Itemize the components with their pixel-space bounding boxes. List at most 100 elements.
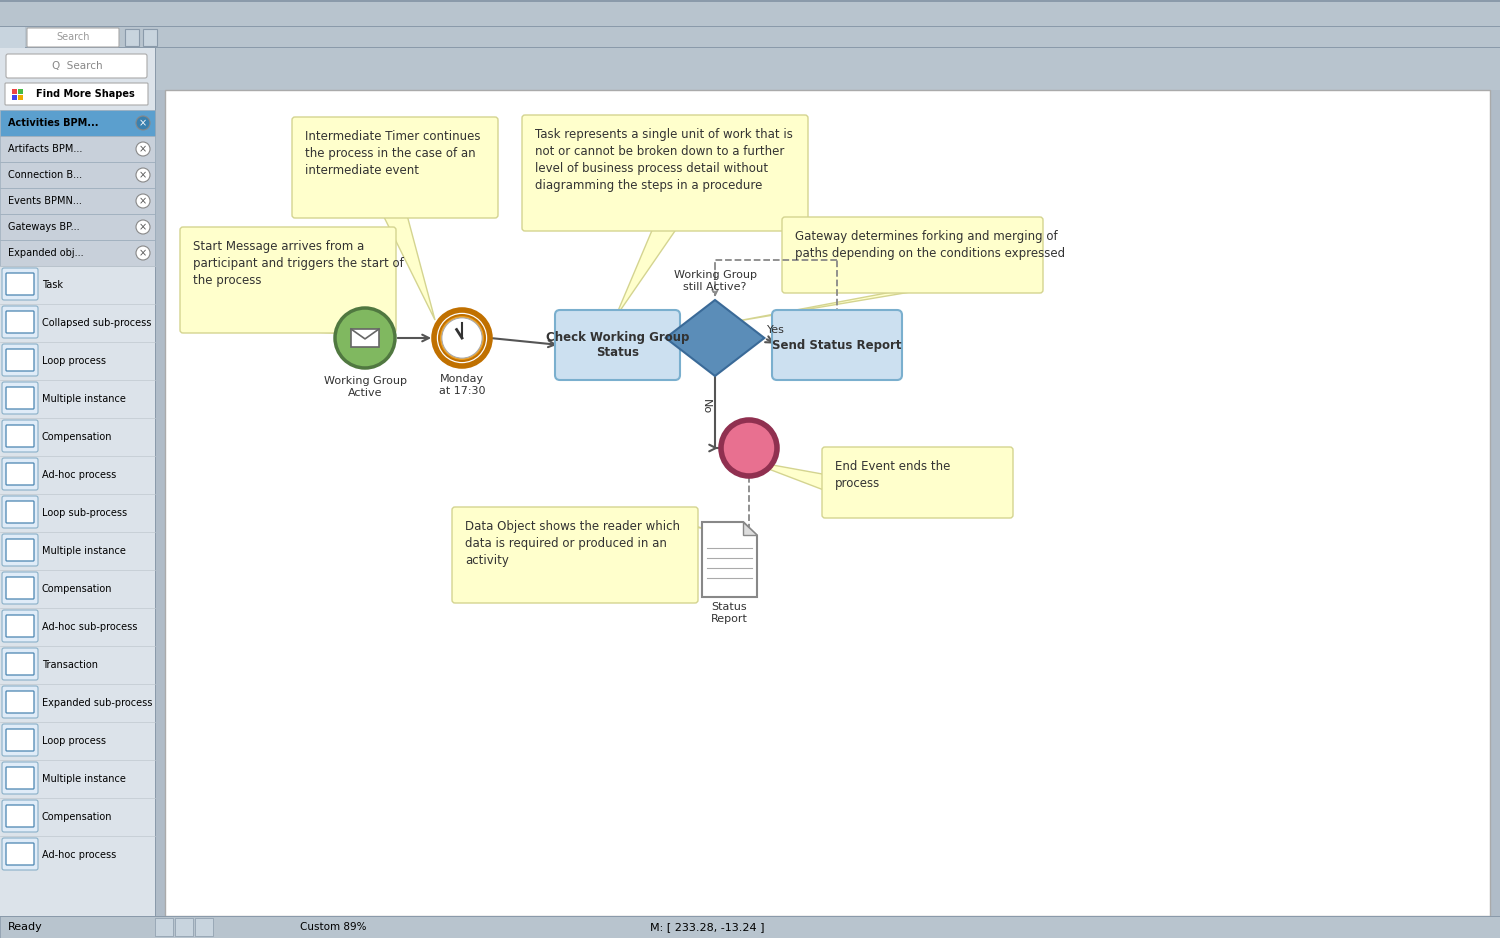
Text: Transaction: Transaction — [42, 660, 98, 670]
Text: M: [ 233.28, -13.24 ]: M: [ 233.28, -13.24 ] — [650, 922, 765, 932]
Bar — [0, 27, 1500, 49]
FancyBboxPatch shape — [6, 539, 34, 561]
Bar — [0, 136, 154, 162]
Text: Monday
at 17:30: Monday at 17:30 — [438, 374, 486, 396]
Bar — [0, 214, 154, 240]
Text: Compensation: Compensation — [42, 432, 112, 442]
Bar — [0, 916, 1500, 938]
Bar — [142, 29, 158, 46]
Text: End Event ends the
process: End Event ends the process — [836, 460, 951, 490]
Text: Task represents a single unit of work that is
not or cannot be broken down to a : Task represents a single unit of work th… — [536, 128, 794, 192]
Text: Loop process: Loop process — [42, 736, 106, 746]
Polygon shape — [746, 460, 825, 491]
Circle shape — [136, 194, 150, 208]
Bar — [12, 95, 16, 100]
Text: Ad-hoc sub-process: Ad-hoc sub-process — [42, 622, 138, 632]
Text: Multiple instance: Multiple instance — [42, 774, 126, 784]
Bar — [154, 918, 172, 936]
Text: Data Object shows the reader which
data is required or produced in an
activity: Data Object shows the reader which data … — [465, 520, 680, 567]
Polygon shape — [666, 300, 765, 376]
Bar — [0, 26, 1500, 27]
FancyBboxPatch shape — [6, 311, 34, 333]
Text: Artifacts BPM...: Artifacts BPM... — [8, 144, 82, 154]
FancyBboxPatch shape — [555, 310, 680, 380]
Polygon shape — [382, 215, 435, 320]
FancyBboxPatch shape — [6, 767, 34, 789]
Text: Search: Search — [57, 33, 90, 42]
FancyBboxPatch shape — [2, 458, 38, 490]
Text: Gateways BP...: Gateways BP... — [8, 222, 80, 232]
Text: No: No — [700, 399, 711, 414]
Text: Status
Report: Status Report — [711, 602, 748, 624]
FancyBboxPatch shape — [6, 843, 34, 865]
Bar — [12, 89, 16, 94]
Text: Activities BPM...: Activities BPM... — [8, 118, 99, 128]
Circle shape — [442, 318, 482, 358]
FancyBboxPatch shape — [6, 501, 34, 523]
FancyBboxPatch shape — [2, 382, 38, 414]
Text: Expanded obj...: Expanded obj... — [8, 248, 84, 258]
FancyBboxPatch shape — [782, 217, 1042, 293]
FancyBboxPatch shape — [2, 420, 38, 452]
Circle shape — [440, 315, 485, 361]
FancyBboxPatch shape — [6, 691, 34, 713]
FancyBboxPatch shape — [6, 805, 34, 827]
Polygon shape — [702, 522, 758, 597]
Bar — [124, 29, 140, 46]
Bar — [165, 90, 1490, 916]
Bar — [18, 89, 22, 94]
Text: Custom 89%: Custom 89% — [300, 922, 366, 932]
FancyBboxPatch shape — [2, 724, 38, 756]
Circle shape — [136, 220, 150, 234]
Circle shape — [136, 168, 150, 182]
FancyBboxPatch shape — [2, 534, 38, 566]
FancyBboxPatch shape — [2, 762, 38, 794]
Circle shape — [334, 308, 394, 368]
FancyBboxPatch shape — [6, 273, 34, 295]
FancyBboxPatch shape — [522, 115, 809, 231]
Text: Multiple instance: Multiple instance — [42, 546, 126, 556]
FancyBboxPatch shape — [2, 572, 38, 604]
Circle shape — [136, 246, 150, 260]
Text: Connection B...: Connection B... — [8, 170, 82, 180]
Bar — [0, 0, 1500, 48]
Text: Ad-hoc process: Ad-hoc process — [42, 850, 117, 860]
FancyBboxPatch shape — [6, 463, 34, 485]
FancyBboxPatch shape — [6, 615, 34, 637]
Text: Intermediate Timer continues
the process in the case of an
intermediate event: Intermediate Timer continues the process… — [304, 130, 480, 177]
Bar — [0, 27, 26, 48]
Bar — [0, 47, 1500, 49]
Text: Ready: Ready — [8, 922, 42, 932]
Text: Expanded sub-process: Expanded sub-process — [42, 698, 153, 708]
Text: ×: × — [140, 170, 147, 180]
FancyBboxPatch shape — [2, 648, 38, 680]
Text: Task: Task — [42, 280, 63, 290]
Text: ×: × — [140, 144, 147, 154]
Text: ×: × — [140, 118, 147, 128]
Polygon shape — [732, 290, 922, 322]
FancyBboxPatch shape — [6, 653, 34, 675]
FancyBboxPatch shape — [6, 425, 34, 447]
Polygon shape — [615, 228, 676, 318]
Text: Working Group
Active: Working Group Active — [324, 376, 406, 398]
Circle shape — [136, 142, 150, 156]
FancyBboxPatch shape — [2, 496, 38, 528]
Polygon shape — [614, 510, 710, 530]
Text: Working Group
still Active?: Working Group still Active? — [674, 270, 756, 292]
FancyBboxPatch shape — [2, 268, 38, 300]
Text: ×: × — [140, 196, 147, 206]
FancyBboxPatch shape — [2, 800, 38, 832]
FancyBboxPatch shape — [6, 577, 34, 599]
Text: Collapsed sub-process: Collapsed sub-process — [42, 318, 152, 328]
Bar — [18, 95, 22, 100]
Bar — [0, 188, 154, 214]
Text: Yes: Yes — [768, 325, 786, 335]
Bar — [0, 0, 1500, 2]
FancyBboxPatch shape — [2, 344, 38, 376]
Bar — [0, 110, 154, 136]
Text: Events BPMN...: Events BPMN... — [8, 196, 82, 206]
FancyBboxPatch shape — [772, 310, 902, 380]
FancyBboxPatch shape — [2, 610, 38, 642]
FancyBboxPatch shape — [2, 306, 38, 338]
Bar — [176, 918, 194, 936]
